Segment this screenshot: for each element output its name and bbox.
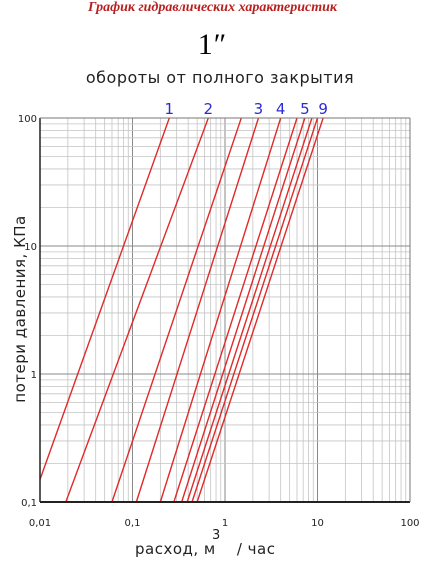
- series-line-1: [39, 117, 170, 480]
- x-axis-label-main: расход, м: [135, 540, 216, 558]
- x-tick-label: 100: [400, 518, 419, 529]
- series-line-2: [65, 117, 209, 503]
- axes: [39, 117, 411, 503]
- x-tick-label: 10: [311, 518, 324, 529]
- chart-subtitle: обороты от полного закрытия: [85, 68, 355, 87]
- series-line-9: [191, 117, 319, 503]
- series-line-10: [196, 117, 324, 503]
- y-tick-label: 10: [24, 242, 37, 253]
- series-label-2: 2: [204, 100, 214, 118]
- series-line-8: [186, 117, 313, 503]
- series-label-5: 5: [300, 100, 310, 118]
- series-label-1: 1: [165, 100, 175, 118]
- y-tick-label: 100: [18, 114, 37, 125]
- x-tick-label: 0,1: [125, 518, 141, 529]
- x-axis-label-superscript: 3: [212, 528, 221, 543]
- series-label-9: 9: [318, 100, 328, 118]
- grid-lines: [39, 118, 410, 503]
- x-tick-label: 1: [222, 518, 228, 529]
- tick-labels: 0,01 0,1 1 10 100 0,1 1 10 100: [18, 114, 420, 529]
- series-line-4: [135, 117, 260, 503]
- y-tick-label: 1: [31, 370, 37, 381]
- x-axis-label: расход, м / час: [135, 540, 275, 558]
- pipe-size-label: 1″: [197, 28, 228, 61]
- chart-title: График гидравлических характеристик: [88, 0, 337, 15]
- x-tick-label: 0,01: [29, 518, 51, 529]
- x-axis-label-tail: / час: [236, 540, 276, 558]
- series-line-6: [173, 117, 298, 503]
- series-line-3: [111, 117, 242, 503]
- series-line-5: [159, 117, 282, 503]
- series-label-4: 4: [276, 100, 286, 118]
- y-tick-label: 0,1: [21, 498, 37, 509]
- series-line-7: [180, 117, 306, 503]
- series-label-3: 3: [254, 100, 264, 118]
